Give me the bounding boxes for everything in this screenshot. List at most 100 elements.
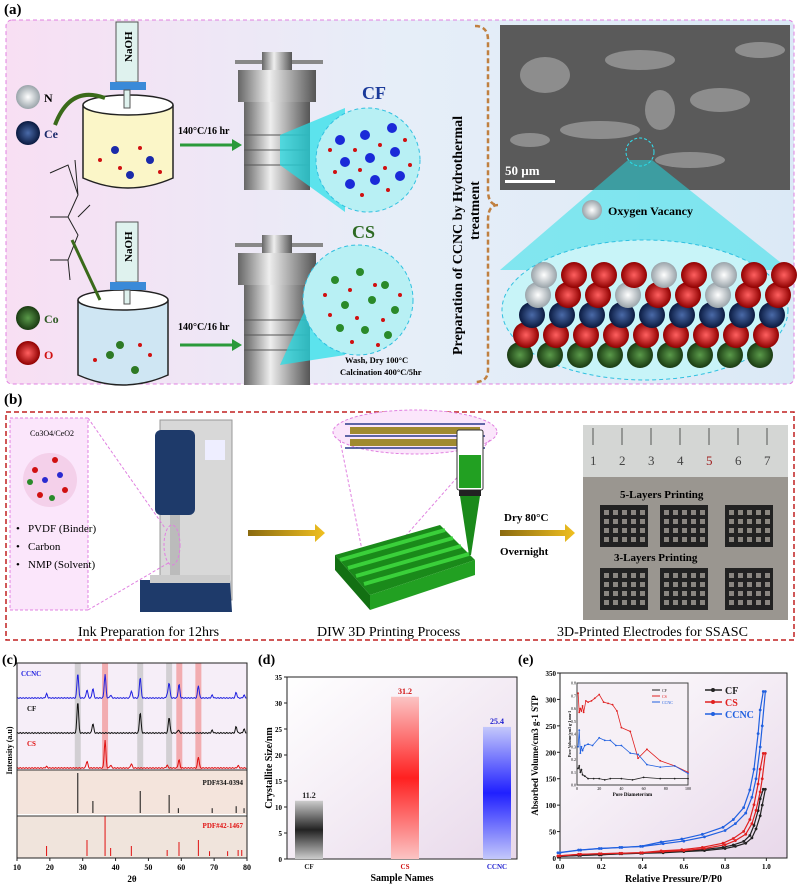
pore-dist-point xyxy=(579,771,582,774)
legend-marker xyxy=(711,712,715,716)
electrode-pore xyxy=(631,573,636,578)
pore-dist-point xyxy=(631,779,634,781)
isotherm-point xyxy=(703,835,706,839)
printed-electrode xyxy=(600,505,648,547)
isotherm-point xyxy=(758,767,762,771)
arrow-right-icon xyxy=(248,524,325,542)
electrode-pore xyxy=(640,537,645,542)
electrode-pore xyxy=(631,600,636,605)
electrode-pore xyxy=(700,600,705,605)
isotherm-point xyxy=(731,843,735,847)
electrode-pore xyxy=(729,582,734,587)
electrode-pore xyxy=(613,510,618,515)
isotherm-point xyxy=(758,708,762,712)
electrode-pore xyxy=(604,510,609,515)
pore-dist-point xyxy=(637,757,639,760)
electrode-pore xyxy=(682,510,687,515)
isotherm-point xyxy=(734,822,737,826)
inset-x-tick-label: 80 xyxy=(664,786,668,791)
electrode-pore xyxy=(738,510,743,515)
isotherm-point xyxy=(639,851,642,855)
curved-arrow-2 xyxy=(70,239,102,301)
list-bullet: • xyxy=(16,523,20,535)
electrode-pore xyxy=(673,528,678,533)
panel-label-e: (e) xyxy=(518,653,534,668)
ink-material-label: Co3O4/CeO2 xyxy=(30,429,74,438)
x-tick-label: 10 xyxy=(13,863,21,872)
electrode-pore xyxy=(756,528,761,533)
pore-dist-point xyxy=(582,711,585,714)
y-tick-label: 150 xyxy=(546,776,557,784)
electrode-pore xyxy=(631,519,636,524)
pore-dist-point xyxy=(583,744,586,747)
isotherm-point xyxy=(721,845,725,849)
side-title-line1: Preparation of CCNC by Hydrothermal xyxy=(451,116,466,355)
electrode-pore xyxy=(738,582,743,587)
printed-electrode xyxy=(600,568,648,610)
arrow-right-icon xyxy=(500,524,575,542)
pore-dist-point xyxy=(659,766,662,769)
electrode-pore xyxy=(682,573,687,578)
isotherm-point xyxy=(744,841,748,845)
inset-y-axis-label: Pore Volume/cm3 g-1 nm-1 xyxy=(567,711,572,757)
inset-y-tick-label: 0.4 xyxy=(571,732,576,737)
legend-label: CS xyxy=(725,698,738,709)
pore-dist-point xyxy=(646,763,648,766)
ruler-tick: 3 xyxy=(648,453,655,468)
ink-item-solvent: NMP (Solvent) xyxy=(28,559,95,571)
inset-x-tick-label: 0 xyxy=(576,786,578,791)
electrode-pore xyxy=(765,528,770,533)
lattice-atom xyxy=(507,342,533,368)
electrode-pore xyxy=(640,510,645,515)
x-tick-label: 1.0 xyxy=(762,863,771,871)
lattice-atom xyxy=(669,302,695,328)
x-tick-label: 0.0 xyxy=(556,863,565,871)
post-treatment-wash: Wash, Dry 100°C xyxy=(345,355,408,365)
electrode-pore xyxy=(664,537,669,542)
electrode-pore xyxy=(622,600,627,605)
lattice-atom xyxy=(591,262,617,288)
zoom-cone-sem xyxy=(500,160,790,270)
panel-label-a: (a) xyxy=(4,2,22,18)
isotherm-point xyxy=(723,829,727,832)
citric-acid-structure xyxy=(49,159,91,281)
electrode-pore xyxy=(631,528,636,533)
x-axis-label: Relative Pressure/P/P0 xyxy=(625,874,722,885)
electrode-pore xyxy=(631,537,636,542)
electrode-pore xyxy=(664,519,669,524)
cobalt-atom-icon xyxy=(16,306,40,330)
electrode-pore xyxy=(682,519,687,524)
scale-bar-label: 50 µm xyxy=(505,163,540,178)
electrode-pore xyxy=(640,573,645,578)
step-ink-preparation: Ink Preparation for 12hrs xyxy=(78,625,219,640)
y-tick-label: 10 xyxy=(275,804,283,812)
inset-x-tick-label: 100 xyxy=(685,786,691,791)
electrode-pore xyxy=(738,573,743,578)
plot-frame xyxy=(16,662,248,859)
legend-label: CF xyxy=(725,686,738,697)
highlight-band xyxy=(166,663,173,770)
pore-dist-point xyxy=(603,779,606,781)
pore-dist-point xyxy=(577,767,580,770)
x-tick-label: 40 xyxy=(112,863,120,872)
isotherm-point xyxy=(752,767,756,771)
x-tick-label: 50 xyxy=(144,863,152,872)
electrode-pore xyxy=(673,600,678,605)
electrode-pore xyxy=(673,591,678,596)
reference-label: PDF#42-1467 xyxy=(203,822,244,830)
electrode-pore xyxy=(700,519,705,524)
naoh-syringe-1: NaOH xyxy=(110,21,146,109)
step-printed-electrodes: 3D-Printed Electrodes for SSASC xyxy=(557,625,748,640)
electrode-pore xyxy=(691,600,696,605)
electrode-pore xyxy=(640,591,645,596)
y-axis-label: Crystallite Size/nm xyxy=(264,727,275,809)
oxygen-vacancy-lattice xyxy=(501,239,797,381)
pore-dist-point xyxy=(603,739,606,742)
electrode-pore xyxy=(664,573,669,578)
pore-dist-point xyxy=(598,693,601,696)
lattice-atom xyxy=(549,302,575,328)
electrode-pore xyxy=(604,537,609,542)
isotherm-point xyxy=(721,841,725,845)
lattice-atom xyxy=(657,342,683,368)
inset-y-tick-label: 0.5 xyxy=(571,719,576,724)
